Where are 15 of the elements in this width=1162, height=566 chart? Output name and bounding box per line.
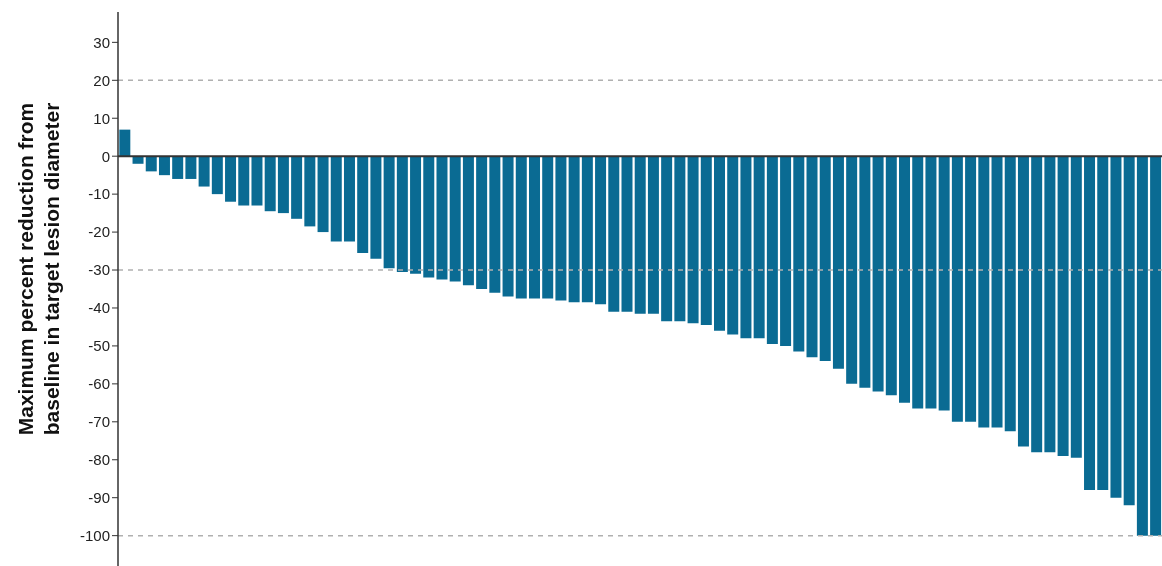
y-tick-label: -40	[88, 299, 110, 317]
y-tick-label: -70	[88, 413, 110, 431]
y-axis-title: Maximum percent reduction from baseline in target lesion diameter	[14, 102, 63, 436]
y-tick-label: -80	[88, 451, 110, 469]
y-tick-label: 10	[93, 109, 110, 127]
y-tick-label: -50	[88, 337, 110, 355]
y-tick-label: 20	[93, 71, 110, 89]
y-tick-label: -90	[88, 489, 110, 507]
y-tick-label: -10	[88, 185, 110, 203]
y-tick-label: -20	[88, 223, 110, 241]
y-tick-label: -30	[88, 261, 110, 279]
y-tick-label: -60	[88, 375, 110, 393]
y-tick-label: 0	[101, 147, 110, 165]
y-tick-label: -100	[79, 526, 110, 544]
y-tick-label: 30	[93, 33, 110, 51]
